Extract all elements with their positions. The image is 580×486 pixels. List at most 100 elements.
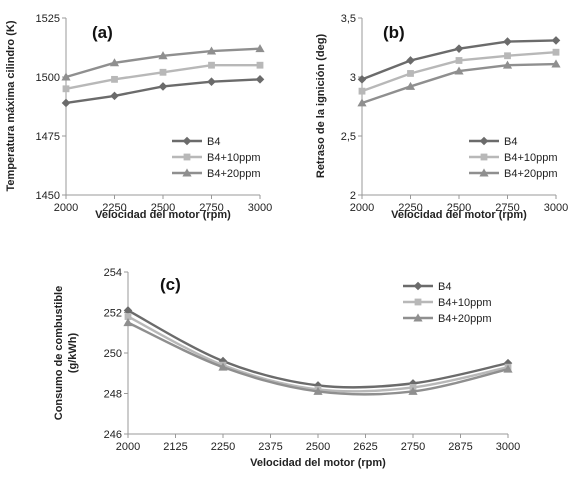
data-point (408, 386, 418, 395)
data-point (454, 44, 464, 53)
data-point (551, 59, 561, 68)
data-point (502, 60, 513, 69)
y-axis-label: Temperatura máxima cilindro (K) (5, 20, 17, 191)
legend-marker (182, 136, 192, 146)
data-point (357, 98, 367, 107)
x-tick-label: 2000 (54, 202, 78, 214)
y-tick-label: 1500 (36, 72, 60, 84)
y-tick-label: 250 (104, 348, 122, 360)
legend-marker (182, 168, 192, 177)
x-tick-label: 2250 (211, 441, 235, 453)
data-point (123, 318, 133, 327)
legend-label: B4+10ppm (504, 152, 558, 164)
legend: B4 B4+10ppm B4+20ppm (469, 136, 558, 180)
data-point (503, 364, 513, 373)
x-tick-label: 2125 (163, 441, 187, 453)
legend-marker (480, 153, 488, 161)
legend-label: B4+20ppm (438, 313, 492, 325)
data-point (256, 61, 264, 69)
data-point (207, 77, 216, 87)
data-point (208, 61, 215, 69)
data-point (206, 46, 217, 55)
x-tick-label: 2625 (353, 441, 377, 453)
legend: B4 B4+10ppm B4+20ppm (172, 136, 261, 180)
data-point (62, 85, 70, 93)
legend: B4 B4+10ppm B4+20ppm (403, 281, 492, 325)
data-point (407, 70, 414, 77)
y-axis-label: Retraso de la ignición (deg) (315, 34, 327, 179)
data-point (61, 72, 71, 81)
panel-label: (a) (92, 23, 113, 42)
x-tick-label: 2250 (102, 202, 126, 214)
x-axis-label: Velocidad del motor (rpm) (391, 209, 527, 221)
x-tick-label: 2500 (306, 441, 330, 453)
data-point (158, 51, 168, 60)
x-tick-label: 2000 (116, 441, 140, 453)
data-point (358, 87, 366, 95)
data-point (124, 313, 132, 320)
data-point (405, 81, 416, 90)
x-axis-label: Velocidad del motor (rpm) (95, 209, 231, 221)
x-tick-label: 2375 (258, 441, 282, 453)
data-point (551, 36, 561, 45)
panel-label: (b) (383, 23, 405, 42)
data-point (159, 68, 167, 76)
data-point (158, 82, 168, 91)
data-point (504, 52, 511, 60)
x-tick-label: 3000 (248, 202, 272, 214)
x-tick-label: 3000 (544, 202, 568, 214)
legend-marker (414, 298, 422, 306)
legend-marker (413, 313, 423, 322)
data-point (61, 98, 71, 108)
data-point (111, 75, 118, 83)
data-point (406, 56, 415, 65)
y-tick-label: 254 (104, 267, 122, 279)
x-axis-label: Velocidad del motor (rpm) (250, 457, 386, 469)
legend-label: B4+20ppm (207, 168, 261, 180)
chart-panel-b: 2 2,5 3 3,5 2000 2250 2500 2750 3000 Velocidad de… (315, 13, 568, 221)
data-point (255, 75, 265, 84)
y-tick-label: 1475 (36, 131, 60, 143)
x-tick-label: 2750 (495, 202, 519, 214)
chart-panel-a: 1450 1475 1500 1525 2000 2250 2500 2750 3000 Velo… (5, 13, 272, 221)
legend-label: B4 (207, 136, 220, 148)
x-tick-label: 2875 (448, 441, 472, 453)
x-tick-label: 2500 (447, 202, 471, 214)
data-point (313, 381, 323, 390)
data-point (255, 44, 265, 53)
y-tick-label: 252 (104, 308, 122, 320)
y-tick-label: 3,5 (341, 13, 356, 25)
data-point (454, 66, 464, 75)
data-point (552, 48, 560, 56)
data-point (109, 58, 120, 67)
data-point (503, 37, 512, 46)
legend-label: B4+20ppm (504, 168, 558, 180)
y-tick-label: 246 (104, 429, 122, 441)
legend-marker (413, 281, 423, 291)
data-point (218, 362, 228, 371)
y-tick-label: 1450 (36, 190, 60, 202)
x-tick-label: 3000 (496, 441, 520, 453)
x-tick-label: 2750 (401, 441, 425, 453)
legend-label: B4+10ppm (438, 297, 492, 309)
legend-marker (479, 168, 489, 177)
legend-label: B4+10ppm (207, 152, 261, 164)
legend-marker (183, 153, 191, 161)
x-tick-label: 2750 (199, 202, 223, 214)
y-tick-label: 3 (350, 72, 356, 84)
data-point (357, 75, 367, 84)
data-point (455, 57, 463, 64)
x-tick-label: 2250 (398, 202, 422, 214)
y-tick-label: 2 (350, 190, 356, 202)
series-line-b4-10ppm (127, 315, 509, 393)
legend-label: B4 (438, 281, 451, 293)
y-axis-label: Consumo de combustible (g/kWh) (53, 286, 79, 420)
y-tick-label: 2,5 (341, 131, 356, 143)
legend-label: B4 (504, 136, 517, 148)
x-tick-label: 2000 (350, 202, 374, 214)
data-point (123, 306, 133, 315)
data-point (313, 386, 323, 395)
legend-marker (479, 136, 489, 146)
panel-label: (c) (160, 275, 181, 294)
data-point (110, 91, 119, 101)
